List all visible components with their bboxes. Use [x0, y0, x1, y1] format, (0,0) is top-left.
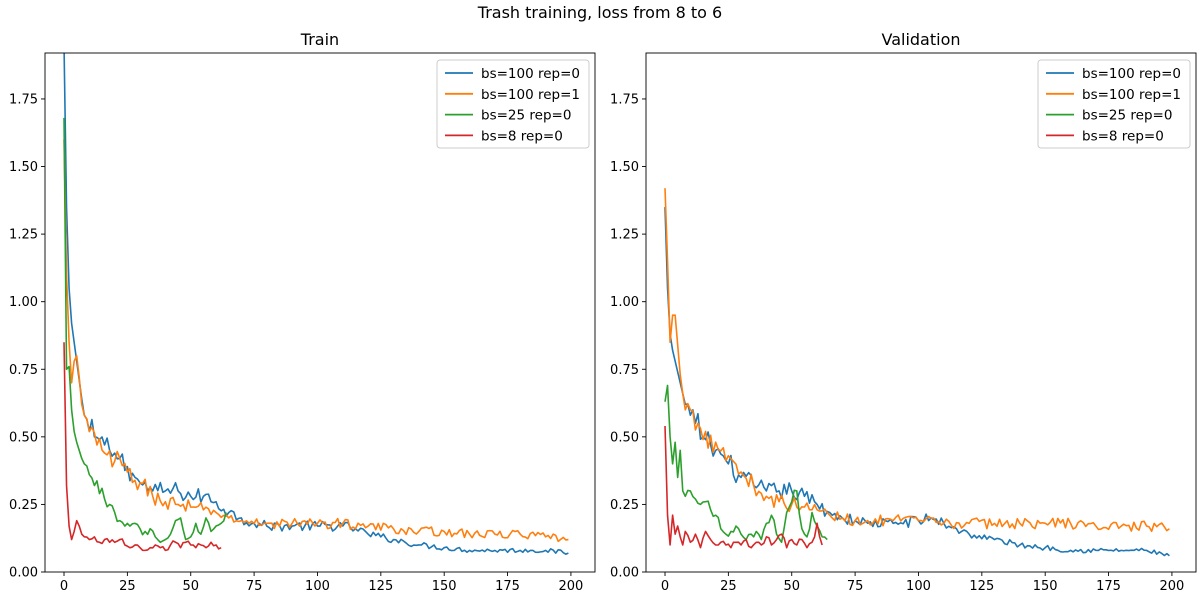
train-subplot: Train 0 25 50 75 100 125 150 175 200 0.00 0.25 0.50 0…: [9, 30, 596, 594]
x-tick-label: 175: [495, 579, 520, 594]
legend-label-bs-25-rep-0: bs=25 rep=0: [481, 108, 571, 124]
y-tick-label: 1.50: [610, 160, 639, 175]
legend-label-bs-100-rep-1: bs=100 rep=1: [481, 87, 580, 103]
axes-frame: [44, 52, 596, 573]
x-tick-label: 150: [432, 579, 457, 594]
legend-label-bs-8-rep-0: bs=8 rep=0: [481, 128, 563, 144]
series-line-bs-25-rep-0: [63, 117, 227, 544]
y-tick-label: 1.00: [9, 295, 38, 310]
x-tick-label: 75: [847, 579, 864, 594]
legend-label-bs-100-rep-0: bs=100 rep=0: [481, 66, 580, 82]
y-tick-label: 0.25: [610, 498, 639, 513]
validation-subplot: Validation 0 25 50 75 100 125 150 175 200 0.00 0.25…: [610, 30, 1197, 594]
y-tick-label: 1.25: [9, 228, 38, 243]
y-tick-label: 0.75: [9, 363, 38, 378]
x-tick-label: 75: [246, 579, 263, 594]
subplot-title: Validation: [881, 30, 960, 49]
x-tick-label: 0: [661, 579, 669, 594]
series-group: [664, 188, 1170, 557]
y-tick-label: 0.75: [610, 363, 639, 378]
x-tick-label: 100: [305, 579, 330, 594]
figure-title: Trash training, loss from 8 to 6: [477, 3, 722, 22]
x-tick-label: 25: [720, 579, 737, 594]
series-group: [63, 53, 569, 555]
series-line-bs-100-rep-0: [664, 207, 1170, 557]
x-tick-label: 125: [368, 579, 393, 594]
legend-label-bs-100-rep-0: bs=100 rep=0: [1082, 66, 1181, 82]
x-tick-label: 50: [783, 579, 800, 594]
y-tick-label: 0.00: [610, 566, 639, 581]
x-tick-label: 100: [906, 579, 931, 594]
x-tick-label: 125: [969, 579, 994, 594]
y-tick-label: 1.25: [610, 228, 639, 243]
x-tick-label: 50: [182, 579, 199, 594]
x-tick-label: 150: [1033, 579, 1058, 594]
x-tick-label: 175: [1096, 579, 1121, 594]
legend: bs=100 rep=0 bs=100 rep=1 bs=25 rep=0 bs=8 …: [436, 59, 590, 149]
y-tick-label: 0.25: [9, 498, 38, 513]
legend-label-bs-25-rep-0: bs=25 rep=0: [1082, 108, 1172, 124]
y-tick-label: 1.75: [9, 92, 38, 107]
y-tick-label: 1.50: [9, 160, 38, 175]
x-tick-label: 25: [119, 579, 136, 594]
legend-label-bs-8-rep-0: bs=8 rep=0: [1082, 128, 1164, 144]
subplot-title: Train: [300, 30, 339, 49]
legend-box: [436, 59, 590, 149]
y-tick-label: 0.50: [9, 430, 38, 445]
x-tick-label: 200: [559, 579, 584, 594]
x-tick-label: 0: [60, 579, 68, 594]
legend-box: [1037, 59, 1191, 149]
legend-label-bs-100-rep-1: bs=100 rep=1: [1082, 87, 1181, 103]
y-tick-label: 0.00: [9, 566, 38, 581]
y-tick-label: 1.75: [610, 92, 639, 107]
legend: bs=100 rep=0 bs=100 rep=1 bs=25 rep=0 bs=8 …: [1037, 59, 1191, 149]
axes-frame: [645, 52, 1197, 573]
x-tick-label: 200: [1160, 579, 1185, 594]
y-tick-label: 0.50: [610, 430, 639, 445]
y-tick-label: 1.00: [610, 295, 639, 310]
series-line-bs-100-rep-1: [63, 139, 569, 543]
series-line-bs-8-rep-0: [63, 342, 222, 552]
series-line-bs-8-rep-0: [664, 426, 823, 549]
series-line-bs-100-rep-1: [664, 188, 1170, 533]
